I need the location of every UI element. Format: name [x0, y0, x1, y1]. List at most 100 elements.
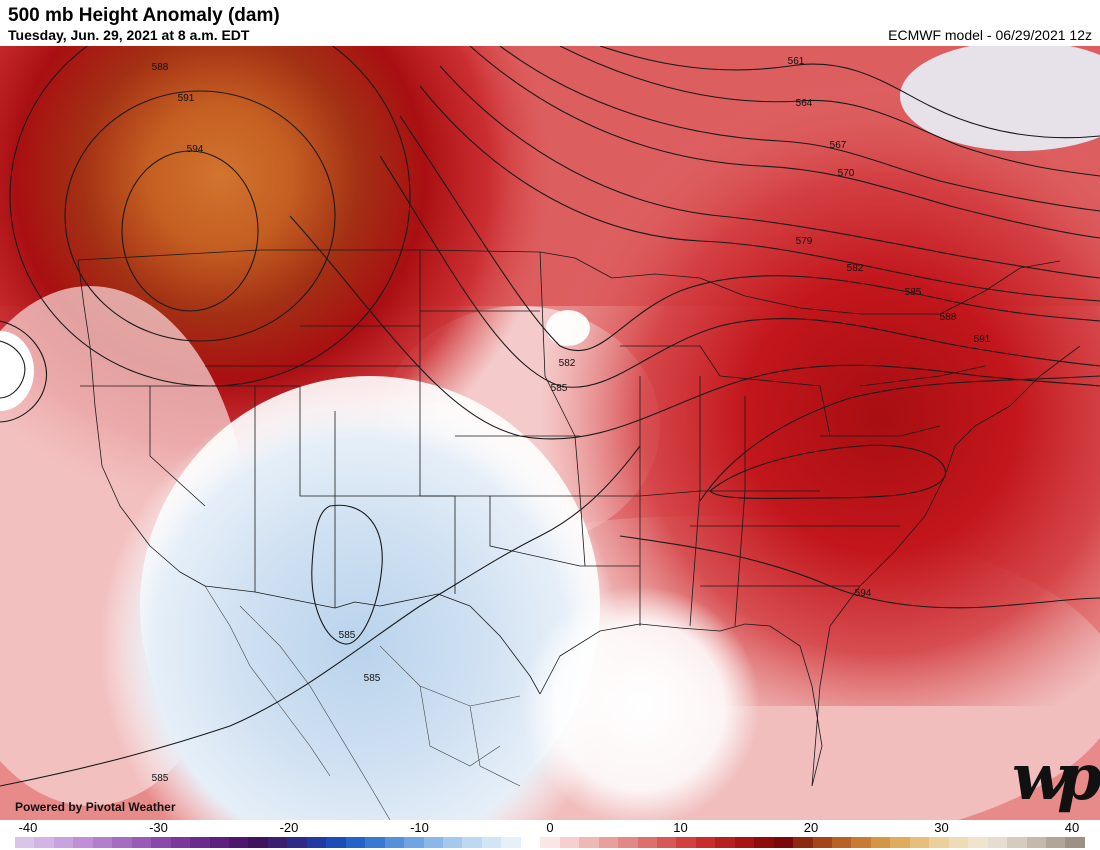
- colorbar-swatch: [1026, 837, 1047, 848]
- contour-label: 585: [364, 673, 381, 684]
- state-line-15: [734, 396, 746, 627]
- contour-585-south: [0, 445, 641, 787]
- state-line-14: [689, 376, 701, 627]
- contour-label: 561: [788, 56, 805, 67]
- contour-label: 582: [847, 263, 864, 274]
- colorbar-swatch: [948, 837, 969, 848]
- colorbar-swatch: [267, 837, 288, 848]
- height-contours: [0, 46, 1100, 787]
- colorbar-swatch: [15, 837, 35, 848]
- us-mexico-border: [204, 585, 541, 695]
- colorbar-swatch: [851, 837, 871, 848]
- colorbar-tick-label: 20: [803, 820, 819, 835]
- colorbar-swatch: [812, 837, 833, 848]
- valid-time: Tuesday, Jun. 29, 2021 at 8 a.m. EDT: [8, 27, 250, 43]
- colorbar-swatch: [909, 837, 930, 848]
- contour-582: [399, 115, 1100, 352]
- colorbar-swatch: [520, 837, 541, 848]
- colorbar-swatch: [754, 837, 774, 848]
- colorbar-swatch: [92, 837, 113, 848]
- gulf-coast: [539, 623, 823, 787]
- contour-588-east: [289, 215, 1100, 440]
- contour-591-west: [64, 90, 336, 342]
- colorbar-swatch: [929, 837, 949, 848]
- colorbar-swatch: [481, 837, 502, 848]
- contour-570: [469, 46, 1100, 239]
- mexico-state-3: [469, 705, 521, 787]
- colorbar-swatch: [559, 837, 580, 848]
- mexico-boundaries: [204, 585, 521, 820]
- colorbar-swatch: [131, 837, 152, 848]
- contour-labels: 588 591 594 561 564 567 570 579 582 585 …: [152, 56, 991, 784]
- colorbar-swatch: [501, 837, 521, 848]
- contour-label: 564: [796, 98, 813, 109]
- anomaly-map: 588 591 594 561 564 567 570 579 582 585 …: [0, 46, 1100, 820]
- map-title: 500 mb Height Anomaly (dam): [8, 5, 280, 26]
- contour-label: 585: [551, 383, 568, 394]
- colorbar-swatch: [987, 837, 1008, 848]
- anomaly-pacific-cutoff: [0, 331, 34, 411]
- contour-label: 594: [855, 588, 872, 599]
- state-line-2: [80, 385, 455, 497]
- colorbar-tick-label: -40: [18, 820, 38, 835]
- contour-579: [419, 85, 1100, 302]
- contour-585-trough: [311, 504, 383, 645]
- atlantic-coast: [811, 345, 1081, 787]
- colorbar-swatch: [715, 837, 735, 848]
- state-line-17: [820, 425, 941, 437]
- colorbar-swatch: [365, 837, 385, 848]
- contour-588-west: [9, 46, 411, 387]
- contour-591-east: [699, 375, 1100, 502]
- mexico-state-2: [419, 685, 501, 767]
- colorbar-swatch: [190, 837, 210, 848]
- contour-567: [499, 46, 1100, 212]
- contour-label: 585: [905, 287, 922, 298]
- colorbar-swatch: [695, 837, 716, 848]
- colorbar-swatch: [462, 837, 482, 848]
- contour-585: [379, 155, 1100, 388]
- contour-label: 588: [940, 312, 957, 323]
- colorbar-tick-label: 30: [934, 820, 949, 835]
- colorbar-swatches: [15, 837, 1085, 848]
- contour-label: 582: [559, 358, 576, 369]
- colorbar-swatch: [832, 837, 852, 848]
- contour-label: 594: [187, 144, 204, 155]
- us-canada-border: [77, 249, 1061, 315]
- colorbar-swatch: [676, 837, 696, 848]
- contour-label: 579: [796, 236, 813, 247]
- washington-post-logo: wp: [1012, 740, 1100, 815]
- colorbar-swatch: [618, 837, 638, 848]
- colorbar-swatch: [112, 837, 132, 848]
- colorbar-swatch: [773, 837, 794, 848]
- contour-label: 588: [152, 62, 169, 73]
- colorbar: -40 -30 -20 -10 0 10 20 30 40: [0, 820, 1100, 850]
- colorbar-swatch: [404, 837, 424, 848]
- colorbar-swatch: [579, 837, 599, 848]
- colorbar-swatch: [326, 837, 346, 848]
- mexico-west-coast: [239, 605, 391, 820]
- colorbar-swatch: [53, 837, 74, 848]
- colorbar-swatch: [637, 837, 657, 848]
- colorbar-tick-label: 10: [673, 820, 688, 835]
- colorbar-swatch: [170, 837, 191, 848]
- colorbar-tick-label: -30: [149, 820, 168, 835]
- colorbar-swatch: [598, 837, 619, 848]
- colorbar-swatch: [734, 837, 755, 848]
- colorbar-tick-label: 0: [546, 820, 554, 835]
- colorbar-tick-label: -10: [410, 820, 429, 835]
- colorbar-swatch: [1046, 837, 1066, 848]
- colorbar-swatch: [890, 837, 910, 848]
- contour-561: [599, 46, 1100, 139]
- colorbar-swatch: [228, 837, 249, 848]
- contour-pacific-low: [0, 340, 26, 399]
- header: 500 mb Height Anomaly (dam) Tuesday, Jun…: [0, 0, 1100, 46]
- contour-label: 591: [974, 334, 991, 345]
- anomaly-hudson-bay-pale: [900, 46, 1100, 151]
- mexico-state-1: [379, 645, 521, 707]
- state-line-16: [620, 345, 831, 437]
- contour-pacific-low-2: [0, 320, 48, 423]
- contour-label: 570: [838, 168, 855, 179]
- state-line-11: [455, 490, 820, 497]
- state-line-20: [859, 365, 986, 387]
- colorbar-tick-label: 40: [1064, 820, 1080, 835]
